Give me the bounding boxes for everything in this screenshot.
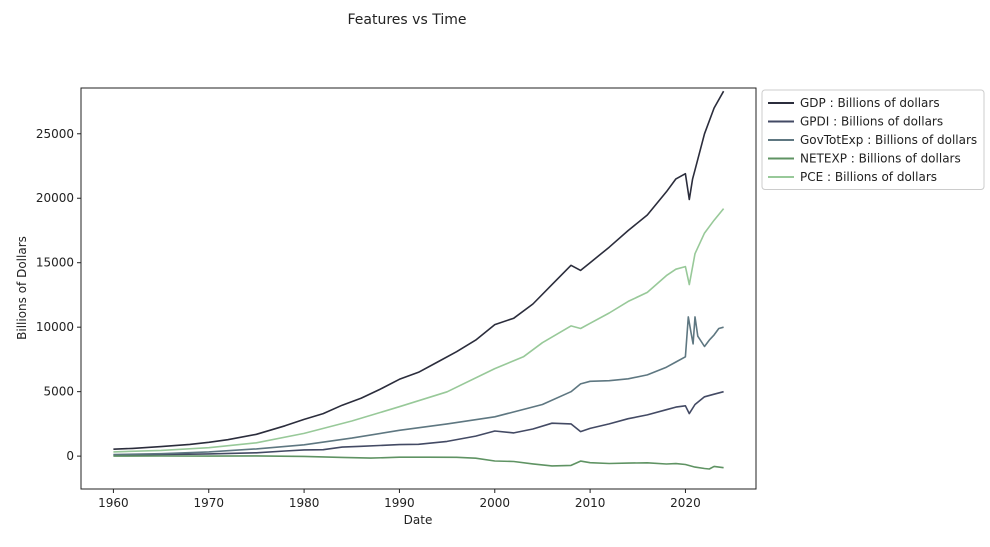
x-tick-label: 2000 bbox=[479, 496, 510, 510]
y-tick-label: 0 bbox=[66, 449, 74, 463]
plot-area bbox=[80, 87, 757, 490]
x-tick-label: 1980 bbox=[289, 496, 320, 510]
chart-title: Features vs Time bbox=[348, 12, 467, 28]
series-layer bbox=[113, 90, 725, 470]
series-line-5 bbox=[113, 208, 725, 453]
legend: GDP : Billions of dollars GPDI : Billions… bbox=[761, 89, 985, 190]
y-tick-label: 25000 bbox=[36, 127, 74, 141]
x-tick-label: 1970 bbox=[193, 496, 224, 510]
legend-label-1: GDP : Billions of dollars bbox=[800, 96, 940, 110]
legend-label-4: NETEXP : Billions of dollars bbox=[800, 152, 961, 166]
x-tick-label: 2020 bbox=[670, 496, 701, 510]
series-line-4 bbox=[113, 455, 724, 470]
legend-label-5: PCE : Billions of dollars bbox=[800, 170, 937, 184]
legend-label-3: GovTotExp : Billions of dollars bbox=[800, 133, 977, 147]
x-axis-label: Date bbox=[404, 513, 433, 527]
y-tick-label: 10000 bbox=[36, 320, 74, 334]
series-line-2 bbox=[113, 390, 724, 456]
legend-box bbox=[761, 89, 985, 190]
y-tick-label: 20000 bbox=[36, 191, 74, 205]
x-tick-label: 1960 bbox=[98, 496, 129, 510]
y-tick-label: 5000 bbox=[43, 385, 74, 399]
x-axis: 1960 1970 1980 1990 2000 2010 2020 bbox=[98, 489, 701, 510]
series-line-3 bbox=[113, 316, 724, 456]
x-tick-label: 2010 bbox=[575, 496, 606, 510]
series-line-1 bbox=[113, 90, 725, 450]
y-tick-label: 15000 bbox=[36, 256, 74, 270]
y-axis: 0 5000 10000 15000 20000 25000 bbox=[36, 127, 81, 463]
legend-label-2: GPDI : Billions of dollars bbox=[800, 115, 943, 129]
x-tick-label: 1990 bbox=[384, 496, 415, 510]
y-axis-label: Billions of Dollars bbox=[15, 236, 29, 340]
